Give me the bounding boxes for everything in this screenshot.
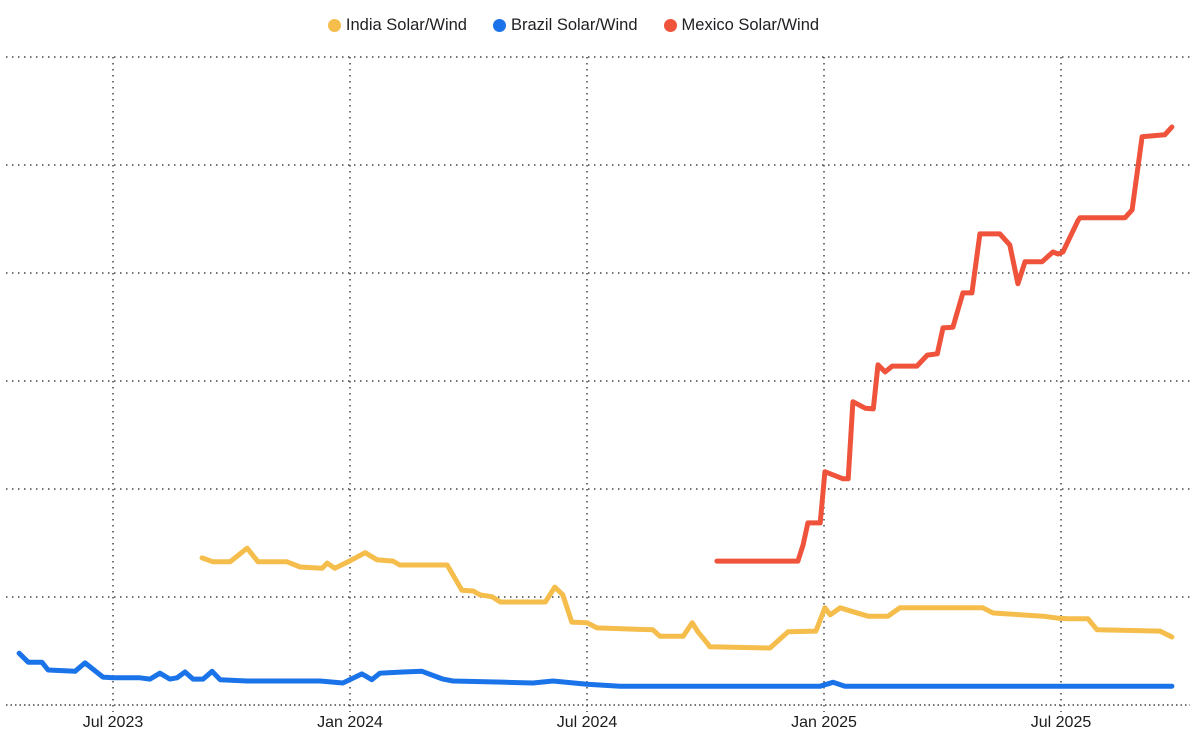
legend-item-india-solar-wind: India Solar/Wind: [327, 15, 467, 35]
x-tick-label: Jan 2025: [791, 714, 857, 731]
x-tick-label: Jul 2025: [1031, 714, 1092, 731]
legend-item-mexico-solar-wind: Mexico Solar/Wind: [663, 15, 820, 35]
series-line-india-solar-wind: [199, 545, 1175, 651]
legend-dot-mexico-icon: [663, 18, 677, 32]
legend-item-brazil-solar-wind: Brazil Solar/Wind: [492, 15, 638, 35]
chart-legend: India Solar/Wind Brazil Solar/Wind Mexic…: [0, 13, 1147, 37]
legend-label-india: India Solar/Wind: [345, 15, 467, 34]
legend-label-mexico: Mexico Solar/Wind: [681, 15, 820, 34]
legend-dot-india-icon: [327, 18, 341, 32]
x-tick-label: Jul 2024: [557, 714, 618, 731]
series-line-brazil-solar-wind: [16, 650, 1175, 689]
series-line-mexico-solar-wind: [714, 124, 1175, 564]
legend-dot-brazil-icon: [492, 18, 506, 32]
x-tick-label: Jan 2024: [317, 714, 383, 731]
x-tick-label: Jul 2023: [83, 714, 144, 731]
legend-label-brazil: Brazil Solar/Wind: [510, 15, 638, 34]
